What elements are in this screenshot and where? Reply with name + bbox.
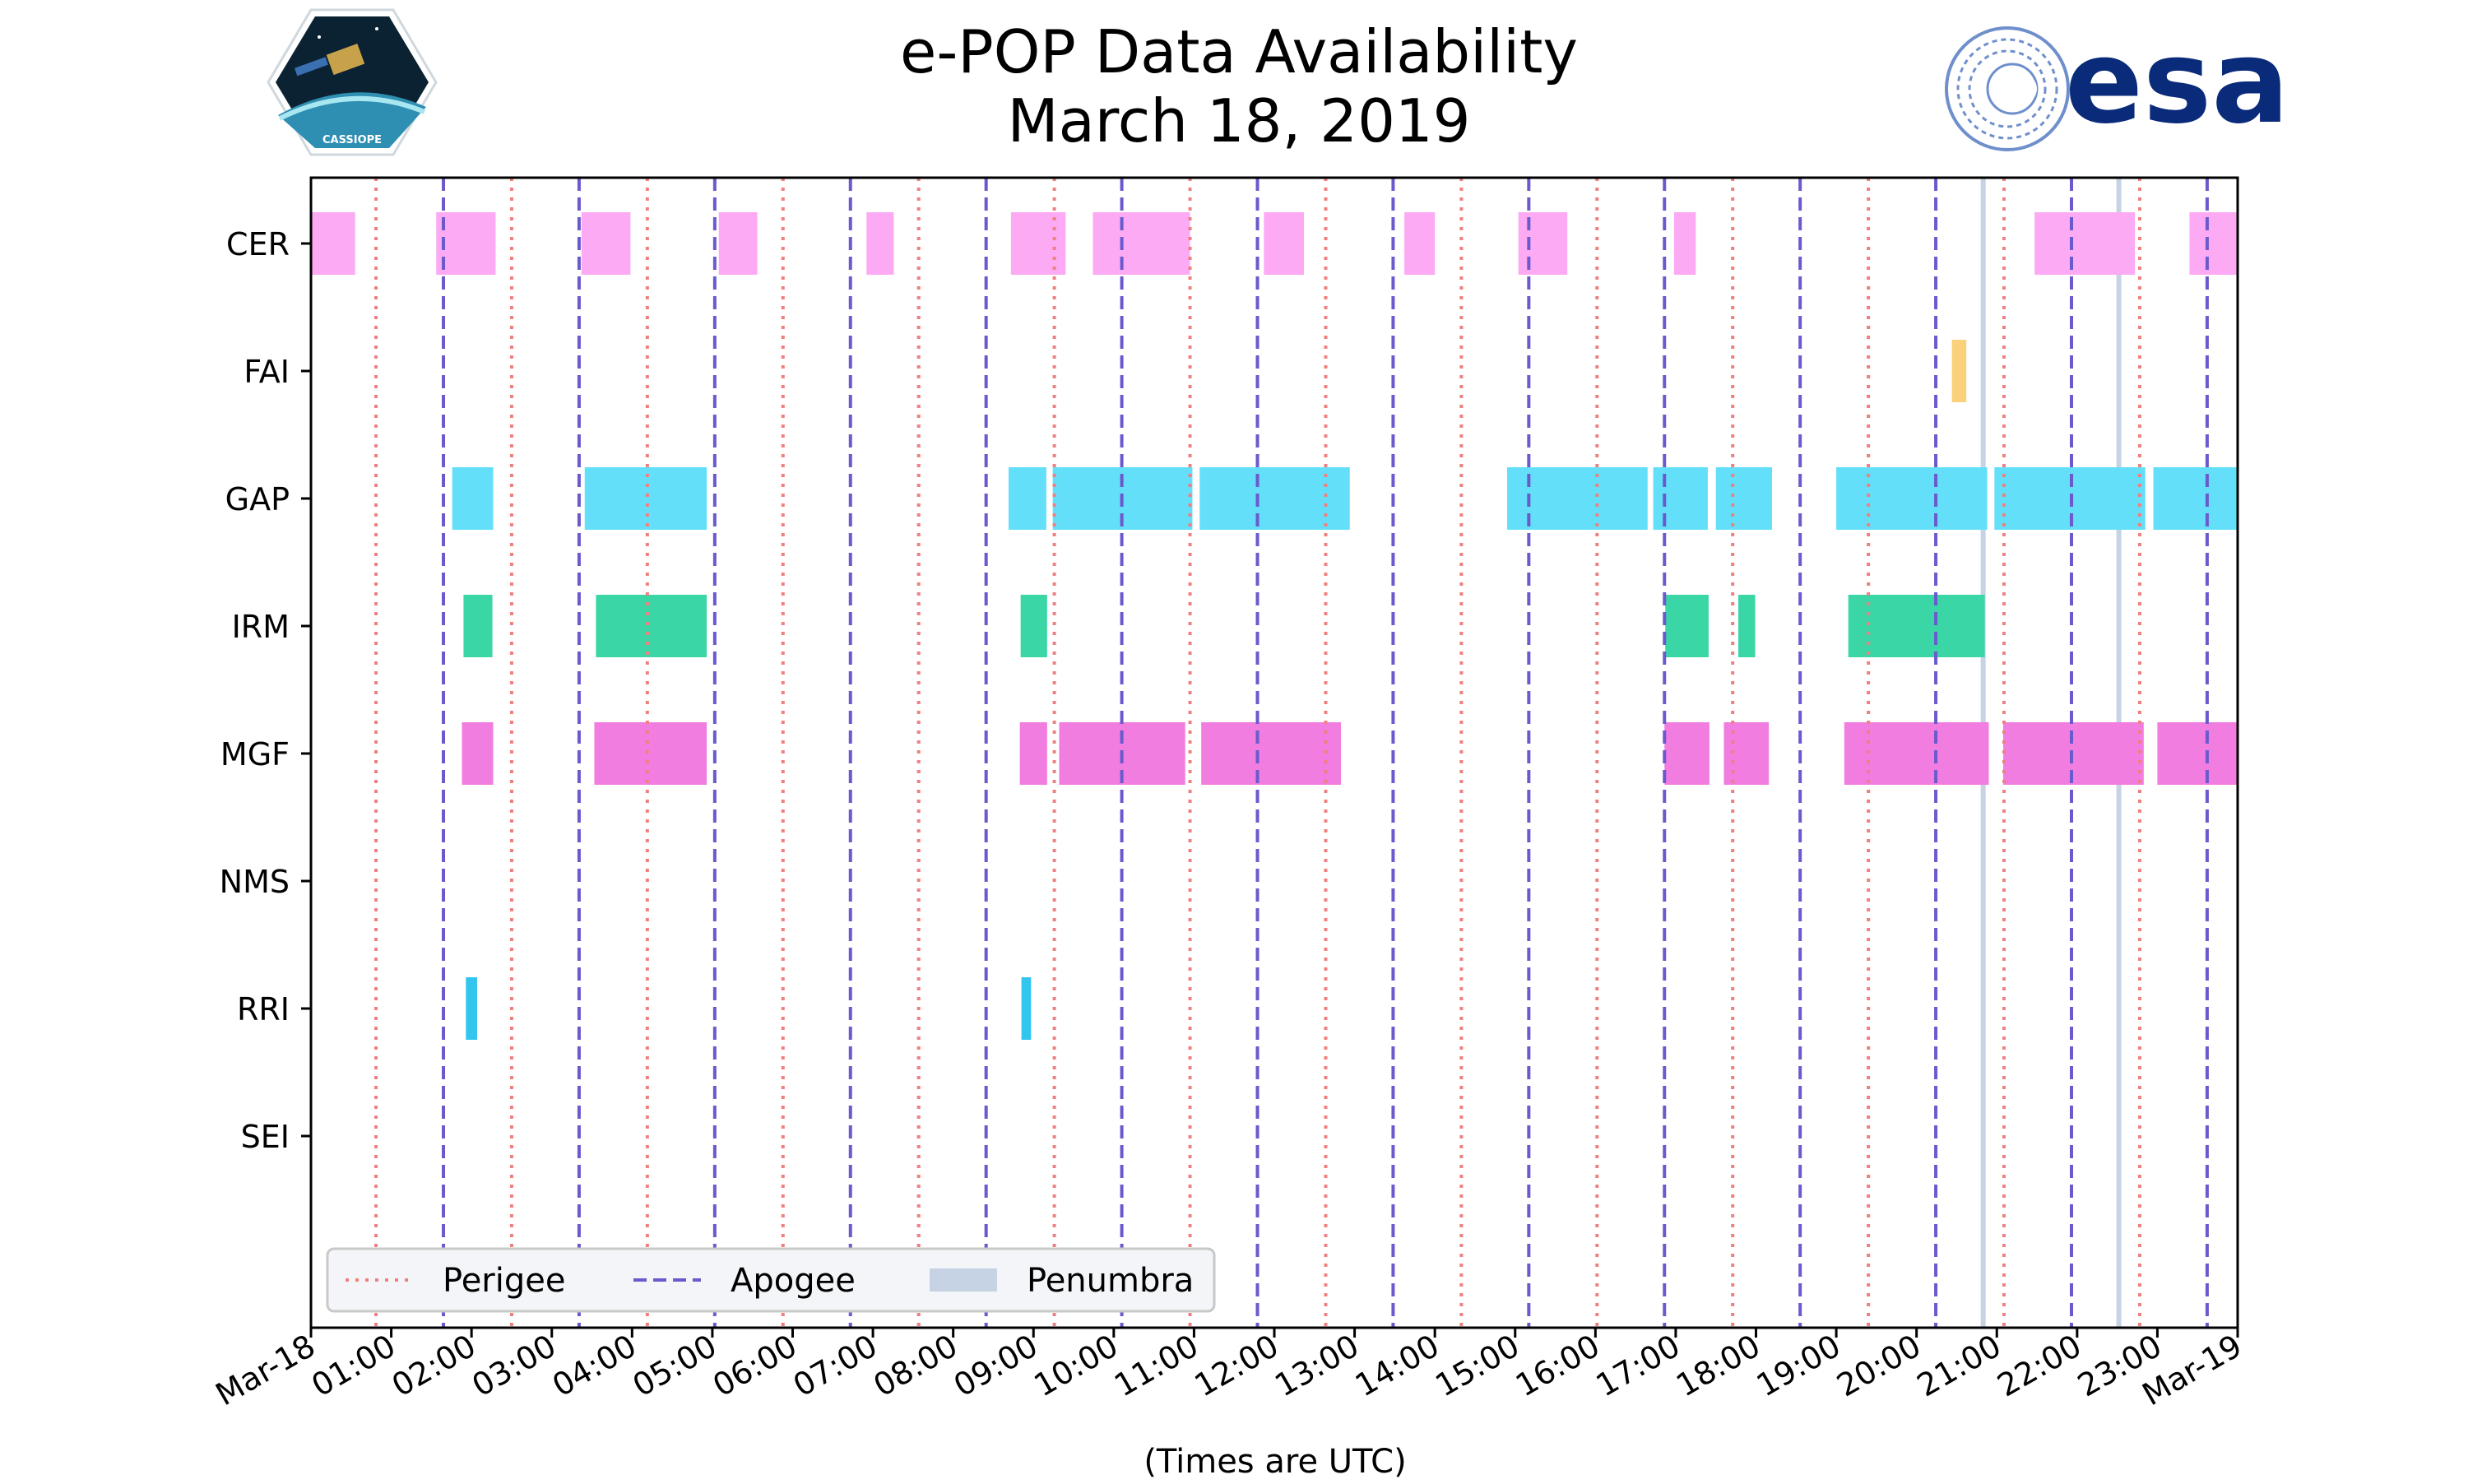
y-tick-label: FAI: [244, 354, 290, 390]
cassiope-logo-earth-haze: [278, 95, 426, 121]
x-tick-label: 21:00: [1911, 1328, 2007, 1404]
y-tick-label: IRM: [232, 609, 290, 645]
data-bar-fai: [1951, 340, 1967, 402]
x-tick-label: 09:00: [948, 1328, 1044, 1404]
data-bar-mgf: [1664, 722, 1710, 785]
data-bar-gap: [584, 467, 707, 530]
data-bar-gap: [1199, 467, 1350, 530]
data-bar-mgf: [594, 722, 707, 785]
cassiope-logo-satellite-icon: [326, 44, 365, 76]
x-tick-label: 17:00: [1590, 1328, 1686, 1404]
data-bar-cer: [581, 212, 631, 275]
legend-penumbra-swatch: [930, 1268, 997, 1292]
data-bar-cer: [1404, 212, 1436, 275]
data-bar-mgf: [1019, 722, 1047, 785]
x-tick-label: 11:00: [1108, 1328, 1204, 1404]
x-tick-label: 02:00: [386, 1328, 482, 1404]
data-bar-mgf: [462, 722, 494, 785]
data-bar-rri: [1021, 977, 1032, 1040]
x-tick-label: 10:00: [1028, 1328, 1124, 1404]
data-bar-mgf: [2003, 722, 2144, 785]
x-tick-label: 22:00: [1991, 1328, 2087, 1404]
bars-layer: [311, 212, 2238, 1040]
legend: Perigee Apogee Penumbra: [326, 1247, 1216, 1313]
data-bar-cer: [1264, 212, 1305, 275]
y-tick-label: RRI: [237, 991, 290, 1027]
data-bar-irm: [596, 595, 707, 657]
x-tick-label: 06:00: [707, 1328, 803, 1404]
data-bar-cer: [866, 212, 894, 275]
x-tick-label: Mar-18: [210, 1328, 322, 1413]
data-bar-gap: [2153, 467, 2238, 530]
data-bar-mgf: [1201, 722, 1341, 785]
data-bar-mgf: [2157, 722, 2238, 785]
data-bar-irm: [1020, 595, 1047, 657]
y-tick-label: GAP: [225, 481, 290, 517]
legend-box: [326, 1247, 1216, 1313]
data-bar-rri: [466, 977, 477, 1040]
esa-logo-globe: [1945, 26, 2070, 151]
esa-logo-ring: [1956, 38, 2058, 140]
esa-logo-ring: [1968, 49, 2047, 128]
legend-label-penumbra: Penumbra: [1027, 1262, 1194, 1300]
x-tick-label: 04:00: [546, 1328, 643, 1404]
data-bar-cer: [311, 212, 355, 275]
esa-logo: esa: [1945, 16, 2289, 151]
legend-label-apogee: Apogee: [731, 1262, 856, 1300]
cassiope-logo-star: [375, 27, 378, 30]
data-bar-irm: [1738, 595, 1756, 657]
cassiope-logo: CASSIOPE: [267, 8, 438, 156]
x-tick-label: 15:00: [1429, 1328, 1525, 1404]
x-tick-label: 20:00: [1830, 1328, 1927, 1404]
esa-logo-text: esa: [2065, 16, 2289, 150]
x-tick-label: 08:00: [867, 1328, 963, 1404]
data-bar-cer: [1093, 212, 1190, 275]
data-bar-irm: [463, 595, 493, 657]
data-bar-cer: [1673, 212, 1696, 275]
y-tick-label: SEI: [241, 1119, 290, 1155]
chart-subtitle: March 18, 2019: [1008, 86, 1471, 155]
chart-title: e-POP Data Availability: [900, 17, 1578, 86]
data-bar-mgf: [1723, 722, 1770, 785]
data-bar-cer: [436, 212, 496, 275]
data-bar-cer: [2034, 212, 2136, 275]
data-bar-cer: [2189, 212, 2238, 275]
data-bar-irm: [1665, 595, 1709, 657]
x-tick-label: 12:00: [1189, 1328, 1285, 1404]
data-bar-gap: [1008, 467, 1046, 530]
data-bar-gap: [1506, 467, 1648, 530]
x-tick-label: 03:00: [466, 1328, 562, 1404]
data-bar-cer: [1518, 212, 1568, 275]
x-tick-label: 19:00: [1751, 1328, 1847, 1404]
x-tick-label: 14:00: [1349, 1328, 1445, 1404]
y-tick-label: MGF: [220, 736, 290, 772]
x-tick-label: 18:00: [1670, 1328, 1766, 1404]
cassiope-logo-star: [318, 35, 321, 39]
data-bar-gap: [1653, 467, 1708, 530]
orbit-lines-layer: [374, 178, 2209, 1328]
x-tick-label: 05:00: [627, 1328, 723, 1404]
x-axis-label: (Times are UTC): [1144, 1443, 1406, 1481]
cassiope-logo-text: CASSIOPE: [322, 134, 382, 146]
data-bar-irm: [1848, 595, 1985, 657]
data-bar-gap: [452, 467, 494, 530]
y-tick-label: NMS: [220, 864, 290, 900]
data-bar-cer: [1010, 212, 1066, 275]
cassiope-logo-panel: [294, 57, 328, 77]
data-bar-mgf: [1844, 722, 1989, 785]
x-tick-label: 16:00: [1510, 1328, 1606, 1404]
x-tick-label: 01:00: [305, 1328, 401, 1404]
legend-label-perigee: Perigee: [443, 1262, 565, 1300]
x-tick-label: 07:00: [787, 1328, 884, 1404]
x-tick-label: 13:00: [1269, 1328, 1365, 1404]
y-tick-label: CER: [226, 226, 290, 262]
data-bar-gap: [1836, 467, 1988, 530]
esa-logo-core: [2007, 74, 2037, 104]
data-bar-cer: [718, 212, 758, 275]
data-bar-gap: [1715, 467, 1773, 530]
